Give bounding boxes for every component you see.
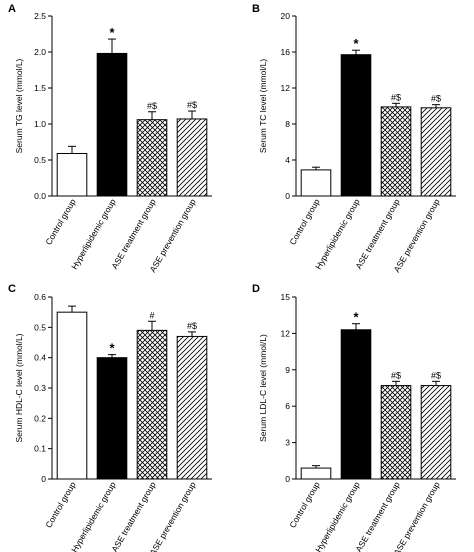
significance-label: * <box>353 36 359 51</box>
category-label: Control group <box>43 480 78 530</box>
y-axis-title: Serum TC level (mmol/L) <box>258 59 268 153</box>
category-label: Control group <box>287 197 322 247</box>
y-tick-label: 0.4 <box>34 353 46 363</box>
category-label: ASE treatment group <box>353 197 401 271</box>
bar <box>380 106 412 197</box>
chart-panel-c: C 0 0.1 0.2 0.3 0.4 0.5 0.6 Serum HDL-C level (m… <box>8 283 212 552</box>
bar <box>300 467 332 480</box>
significance-label: #$ <box>431 370 441 380</box>
chart-panel-b: B 0 4 8 12 16 20 Serum TC level (mmol/L) Control… <box>252 3 456 274</box>
y-tick-label: 0.0 <box>34 191 46 201</box>
bar <box>56 311 88 480</box>
y-tick-label: 2.5 <box>34 11 46 21</box>
bar <box>96 52 128 197</box>
y-tick-label: 0 <box>285 191 290 201</box>
y-tick-label: 0 <box>285 474 290 484</box>
category-label: ASE treatment group <box>353 480 401 552</box>
y-tick-label: 4 <box>285 155 290 165</box>
bar <box>56 153 88 197</box>
significance-label: #$ <box>431 94 441 104</box>
y-tick-label: 8 <box>285 119 290 129</box>
y-tick-label: 0.6 <box>34 292 46 302</box>
bar <box>420 385 452 480</box>
bar <box>340 54 372 197</box>
category-label: Hyperlipidemic group <box>69 197 118 271</box>
category-label: ASE prevention group <box>391 480 441 552</box>
y-axis-title: Serum TG level (mmol/L) <box>14 58 24 153</box>
y-tick-label: 0.2 <box>34 413 46 423</box>
category-label: Hyperlipidemic group <box>69 480 118 552</box>
category-label: Hyperlipidemic group <box>313 197 362 271</box>
category-label: ASE prevention group <box>391 197 441 274</box>
y-tick-label: 15 <box>281 292 291 302</box>
panel-letter: B <box>252 3 260 15</box>
significance-label: #$ <box>391 370 401 380</box>
significance-label: * <box>109 25 115 40</box>
y-tick-label: 2.0 <box>34 47 46 57</box>
panel-letter: D <box>252 283 260 295</box>
bar <box>176 335 208 480</box>
significance-label: #$ <box>187 100 197 110</box>
y-tick-label: 0.5 <box>34 155 46 165</box>
y-tick-label: 1.0 <box>34 119 46 129</box>
category-label: ASE prevention group <box>147 197 197 274</box>
category-label: ASE treatment group <box>109 480 157 552</box>
bar <box>96 357 128 480</box>
y-tick-label: 16 <box>281 47 291 57</box>
bar <box>380 385 412 480</box>
y-tick-label: 12 <box>281 83 291 93</box>
bar <box>176 118 208 197</box>
chart-panel-d: D 0 3 6 9 12 15 Serum LDL-C level (mmol/L) Contr… <box>252 283 456 552</box>
significance-label: * <box>353 310 359 325</box>
y-axis-title: Serum HDL-C level (mmol/L) <box>14 333 24 442</box>
category-label: Control group <box>287 480 322 530</box>
significance-label: #$ <box>147 101 157 111</box>
y-tick-label: 0.5 <box>34 322 46 332</box>
y-tick-label: 20 <box>281 11 291 21</box>
category-label: ASE prevention group <box>147 480 197 552</box>
chart-panel-a: A 0.0 0.5 1.0 1.5 2.0 2.5 Serum TG level (mmol/… <box>8 3 212 274</box>
category-label: Control group <box>43 197 78 247</box>
bar <box>340 329 372 480</box>
panel-letter: A <box>8 3 16 15</box>
y-tick-label: 0.3 <box>34 383 46 393</box>
y-tick-label: 9 <box>285 365 290 375</box>
significance-label: * <box>109 341 115 356</box>
category-label: Hyperlipidemic group <box>313 480 362 552</box>
y-tick-label: 12 <box>281 328 291 338</box>
y-tick-label: 3 <box>285 438 290 448</box>
bar <box>136 119 168 197</box>
bar <box>420 107 452 197</box>
category-label: ASE treatment group <box>109 197 157 271</box>
bar <box>136 329 168 480</box>
significance-label: #$ <box>391 92 401 102</box>
y-axis-title: Serum LDL-C level (mmol/L) <box>258 334 268 442</box>
significance-label: # <box>149 310 154 320</box>
panel-letter: C <box>8 283 16 295</box>
bar <box>300 169 332 197</box>
y-tick-label: 6 <box>285 401 290 411</box>
y-tick-label: 0 <box>41 474 46 484</box>
y-tick-label: 0.1 <box>34 444 46 454</box>
significance-label: #$ <box>187 321 197 331</box>
y-tick-label: 1.5 <box>34 83 46 93</box>
